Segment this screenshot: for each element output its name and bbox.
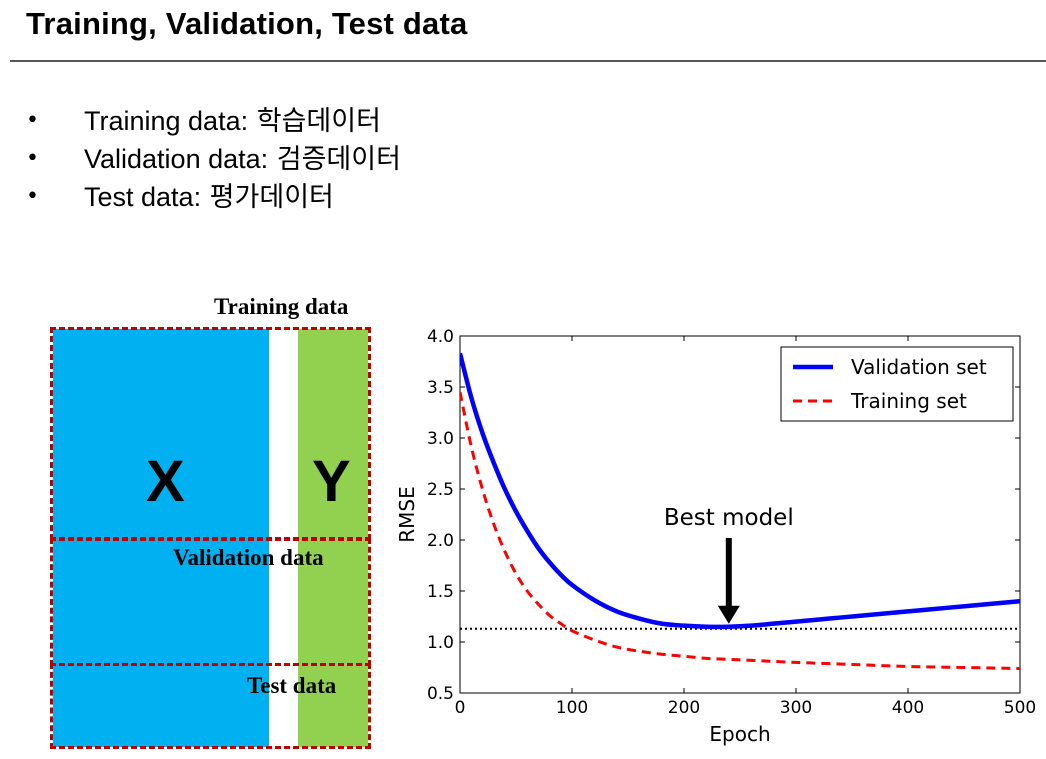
- legend-box: [780, 346, 1014, 422]
- y-axis-label: RMSE: [395, 486, 419, 542]
- bullet-term: Test data:: [84, 182, 202, 212]
- y-tick-label: 2.0: [427, 531, 454, 551]
- x-tick-label: 100: [556, 698, 588, 718]
- y-tick-label: 1.5: [427, 582, 454, 602]
- bullet-korean: 평가데이터: [209, 182, 334, 213]
- y-tick-label: 0.5: [427, 684, 454, 704]
- plot-frame: [459, 335, 1021, 694]
- x-tick-label: 0: [455, 698, 466, 718]
- training-set-line: [460, 391, 1020, 671]
- bullet-korean: 검증데이터: [276, 144, 401, 175]
- bullet-term: Training data:: [84, 106, 249, 136]
- validation-set-line: [460, 352, 1020, 630]
- y-tick-label: 3.5: [427, 378, 454, 398]
- x-tick-label: 400: [892, 698, 924, 718]
- x-axis-label: Epoch: [709, 722, 770, 746]
- test-split-box: [50, 663, 371, 749]
- bullet-korean: 학습데이터: [256, 106, 381, 137]
- legend-label-training: Training set: [850, 389, 967, 413]
- bullet-term: Validation data:: [84, 144, 269, 174]
- bullet-dot: •: [26, 184, 39, 209]
- bullet-label: Validation data: 검증데이터: [84, 140, 401, 179]
- y-tick-label: 3.0: [427, 429, 454, 449]
- x-tick-label: 300: [780, 698, 812, 718]
- legend-label-validation: Validation set: [851, 355, 987, 379]
- title-divider: [10, 60, 1046, 62]
- validation-data-label: Validation data: [173, 545, 324, 570]
- y-tick-label: 4.0: [427, 327, 454, 347]
- bullet-label: Test data: 평가데이터: [84, 178, 334, 217]
- x-tick-label: 200: [668, 698, 700, 718]
- bullet-dot: •: [26, 108, 39, 133]
- y-tick-label: 2.5: [427, 480, 454, 500]
- y-tick-label: 1.0: [427, 633, 454, 653]
- training-data-label: Training data: [214, 294, 349, 319]
- best-model-arrow-head: [717, 605, 740, 624]
- test-data-label: Test data: [247, 673, 337, 698]
- rmse-epoch-chart: 0 100 200 300 400 500 0.5 1.0 1.5 2.0 2.5 3.0 3.5 4.0…: [395, 327, 1035, 746]
- bullet-dot: •: [26, 146, 39, 171]
- x-letter: X: [146, 449, 185, 514]
- y-letter: Y: [312, 449, 351, 514]
- slide-title: Training, Validation, Test data: [26, 6, 468, 41]
- best-model-annotation: Best model: [664, 505, 794, 531]
- x-tick-label: 500: [1004, 698, 1035, 718]
- bullet-label: Training data: 학습데이터: [84, 102, 381, 141]
- data-split-diagram: X Y Training data Validation data Test d…: [0, 0, 400, 759]
